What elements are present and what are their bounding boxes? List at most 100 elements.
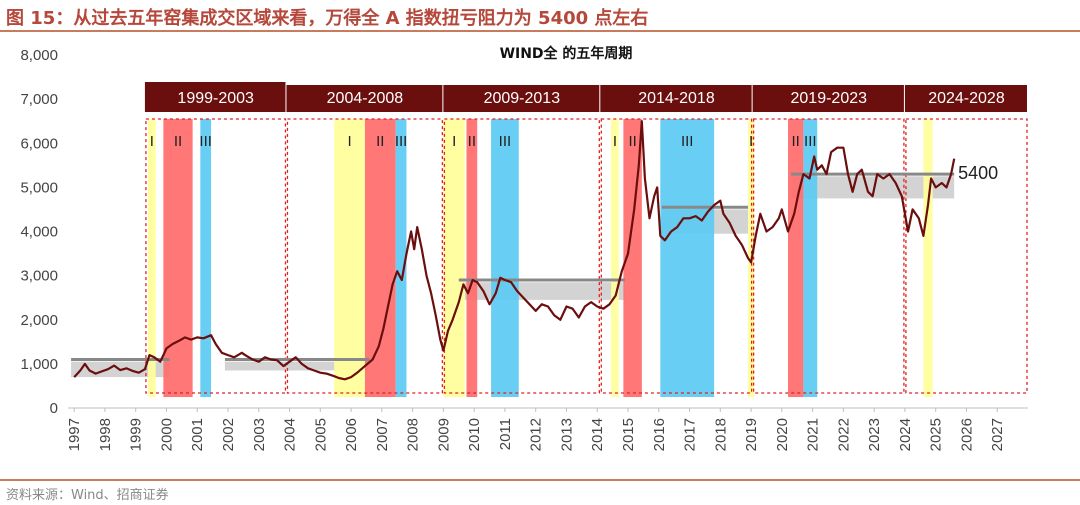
phase-band-5 <box>395 119 407 397</box>
x-tick-label-6: 2003 <box>251 418 268 451</box>
x-tick-label-2: 1999 <box>128 418 145 451</box>
period-header-3 <box>600 85 752 112</box>
y-axis: 0 1,000 2,000 3,000 4,000 5,000 6,000 7,000 8,00… <box>20 47 58 417</box>
period-headers: 1999-2003 2004-2008 2009-2013 2014-2018 2019… <box>144 82 1027 112</box>
period-boxes <box>145 118 1028 394</box>
phase-label-6: I <box>452 133 456 150</box>
period-header-1 <box>286 85 443 112</box>
period-header-label-2: 2009-2013 <box>484 90 561 107</box>
x-axis: 1997 1998 1999 2000 2001 2002 2003 2004 2005 2006… <box>66 407 1028 451</box>
source-note: 资料来源：Wind、招商证券 <box>6 488 169 503</box>
phase-band-7 <box>466 119 478 397</box>
phase-band-1 <box>163 119 193 397</box>
period-header-label-4: 2019-2023 <box>791 90 868 107</box>
period-header-label-5: 2024-2028 <box>928 90 1005 107</box>
x-tick-label-17: 2014 <box>589 418 606 451</box>
period-header-label-0: 1999-2003 <box>177 90 254 107</box>
x-tick-label-27: 2024 <box>897 418 914 451</box>
y-tick-label-6: 6,000 <box>20 135 58 152</box>
phase-label-7: II <box>468 133 476 150</box>
x-tick-label-30: 2027 <box>989 418 1006 451</box>
y-tick-label-8: 8,000 <box>20 47 58 64</box>
x-tick-label-26: 2023 <box>866 418 883 451</box>
y-tick-label-4: 4,000 <box>20 224 58 241</box>
period-header-5 <box>904 85 1027 112</box>
phase-labels: I II III I II III I II III I II III I II III <box>150 133 817 150</box>
consolidation-band-4 <box>791 176 955 199</box>
phase-label-12: I <box>749 133 753 150</box>
phase-band-9 <box>611 119 619 397</box>
chart: WIND全 的五年周期 1999-2003 2004-2008 2009-2013 2… <box>20 45 1028 451</box>
phase-band-8 <box>491 119 519 397</box>
period-box-4 <box>752 118 905 394</box>
x-tick-label-24: 2021 <box>805 418 822 451</box>
x-tick-label-15: 2012 <box>528 418 545 451</box>
period-header-label-1: 2004-2008 <box>327 90 404 107</box>
x-tick-label-0: 1997 <box>66 418 83 451</box>
x-tick-label-13: 2010 <box>466 418 483 451</box>
phase-label-4: II <box>376 133 384 150</box>
phase-band-2 <box>200 119 212 397</box>
phase-label-3: I <box>347 133 351 150</box>
y-tick-label-2: 2,000 <box>20 312 58 329</box>
x-tick-label-28: 2025 <box>928 418 945 451</box>
x-tick-label-29: 2026 <box>958 418 975 451</box>
x-tick-label-1: 1998 <box>97 418 114 451</box>
x-tick-label-11: 2008 <box>405 418 422 451</box>
phase-label-2: III <box>199 133 212 150</box>
x-tick-label-4: 2001 <box>189 418 206 451</box>
x-tick-label-3: 2000 <box>158 418 175 451</box>
x-tick-label-5: 2002 <box>220 418 237 451</box>
phase-label-10: II <box>628 133 636 150</box>
x-tick-label-21: 2018 <box>712 418 729 451</box>
index-series-0 <box>73 120 956 381</box>
x-tick-label-7: 2004 <box>282 418 299 451</box>
x-tick-label-23: 2020 <box>774 418 791 451</box>
x-tick-label-22: 2019 <box>743 418 760 451</box>
phase-band-11 <box>660 119 715 397</box>
period-box-1 <box>286 118 444 394</box>
phase-label-1: II <box>174 133 182 150</box>
chart-title: WIND全 的五年周期 <box>500 45 633 62</box>
y-tick-label-5: 5,000 <box>20 179 58 196</box>
phase-band-3 <box>334 119 365 397</box>
period-box-3 <box>600 118 753 394</box>
y-tick-label-3: 3,000 <box>20 268 58 285</box>
phase-band-15 <box>923 119 933 397</box>
resistance-label: 5400 <box>958 163 998 183</box>
y-tick-label-0: 0 <box>50 400 58 417</box>
phase-band-14 <box>803 119 818 397</box>
period-box-0 <box>145 118 287 394</box>
phase-label-14: III <box>804 133 817 150</box>
x-tick-label-12: 2009 <box>435 418 452 451</box>
period-header-0 <box>144 82 286 112</box>
y-tick-label-1: 1,000 <box>20 356 58 373</box>
phase-label-11: III <box>681 133 694 150</box>
period-box-2 <box>443 118 600 394</box>
period-header-4 <box>752 85 904 112</box>
x-tick-label-8: 2005 <box>312 418 329 451</box>
index-line <box>73 120 956 381</box>
phase-band-13 <box>788 119 804 397</box>
period-header-2 <box>443 85 600 112</box>
phase-label-8: III <box>499 133 512 150</box>
x-tick-label-25: 2022 <box>835 418 852 451</box>
x-tick-label-19: 2016 <box>651 418 668 451</box>
phase-band-4 <box>364 119 396 397</box>
phase-band-6 <box>443 119 465 397</box>
x-tick-label-9: 2006 <box>343 418 360 451</box>
x-tick-label-14: 2011 <box>497 418 514 450</box>
phase-label-0: I <box>150 133 154 150</box>
consolidation-band-1 <box>224 361 370 371</box>
x-tick-label-18: 2015 <box>620 418 637 451</box>
bottom-rule <box>0 479 1080 481</box>
x-tick-label-16: 2013 <box>558 418 575 451</box>
x-tick-label-10: 2007 <box>374 418 391 451</box>
period-header-label-3: 2014-2018 <box>638 90 715 107</box>
x-tick-label-20: 2017 <box>682 418 699 451</box>
y-tick-label-7: 7,000 <box>20 91 58 108</box>
phase-band-0 <box>148 119 156 397</box>
phase-label-5: III <box>395 133 408 150</box>
period-box-5 <box>905 118 1028 394</box>
phase-label-9: I <box>613 133 617 150</box>
